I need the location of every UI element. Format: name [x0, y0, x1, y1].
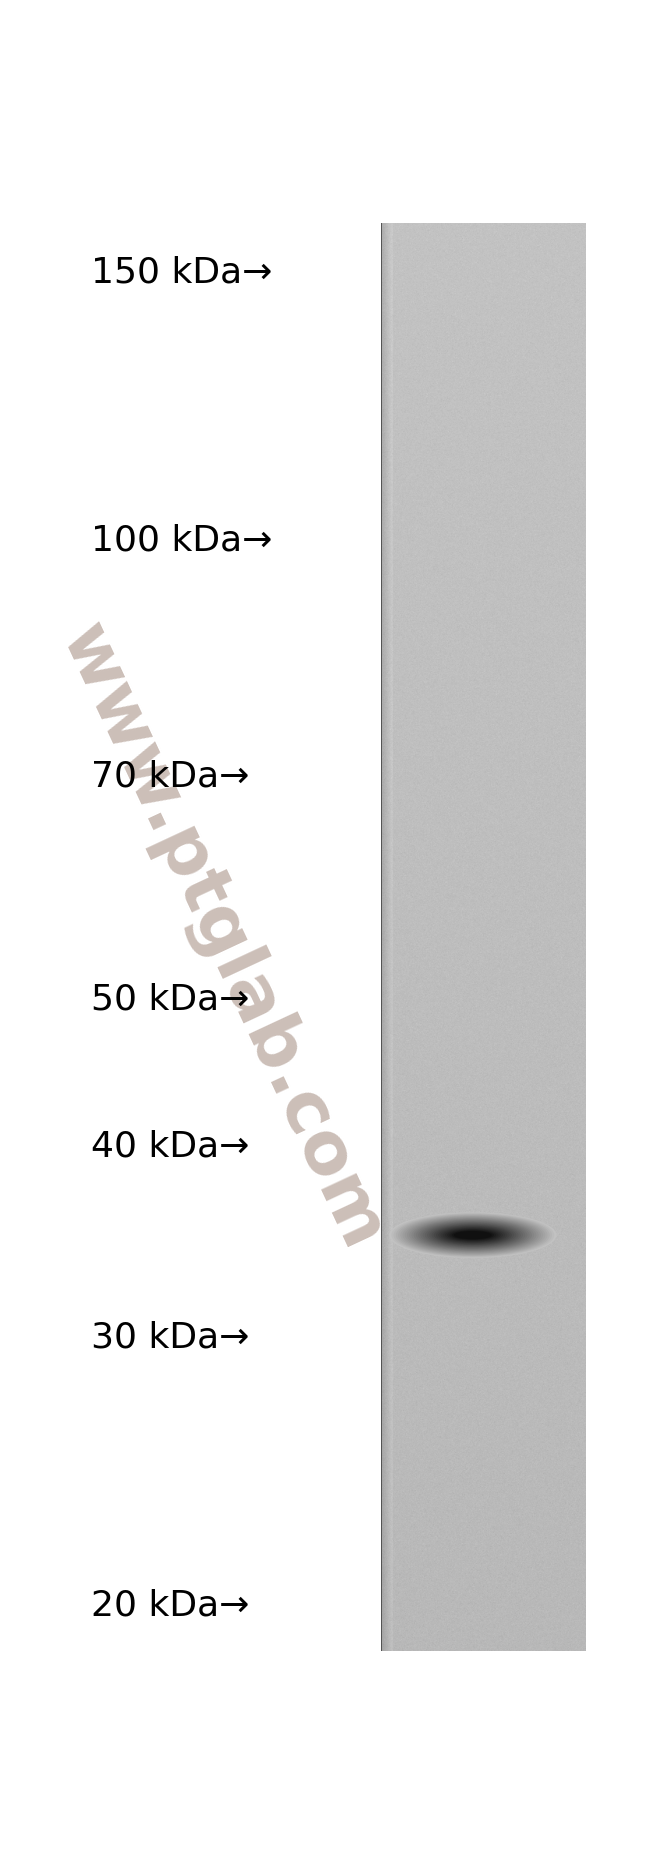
Text: 20 kDa→: 20 kDa→: [91, 1588, 250, 1623]
Text: www.ptglab.com: www.ptglab.com: [47, 614, 398, 1260]
Text: 50 kDa→: 50 kDa→: [91, 981, 250, 1017]
Text: 100 kDa→: 100 kDa→: [91, 523, 273, 558]
Text: 150 kDa→: 150 kDa→: [91, 256, 273, 289]
Text: 30 kDa→: 30 kDa→: [91, 1321, 250, 1354]
Text: 70 kDa→: 70 kDa→: [91, 761, 250, 794]
Text: 40 kDa→: 40 kDa→: [91, 1130, 250, 1163]
